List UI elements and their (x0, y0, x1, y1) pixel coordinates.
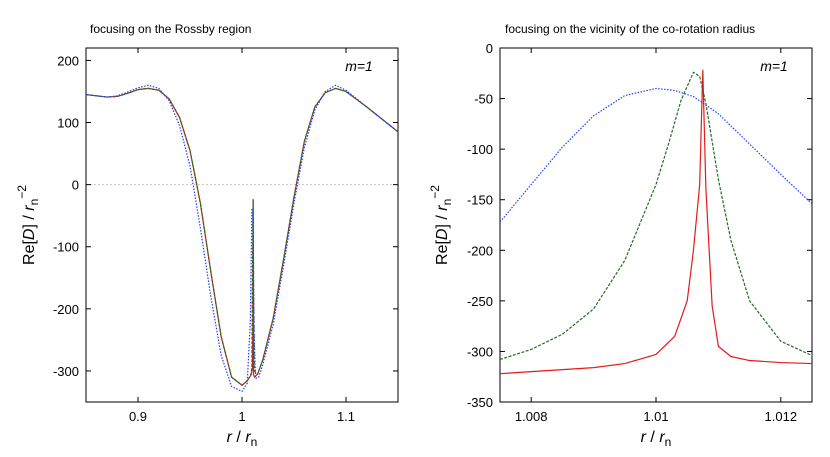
x-tick-label: 1.1 (337, 409, 355, 424)
series-line-2 (500, 71, 812, 361)
panel-2-y-axis-label: Re[D] / rn−2 (428, 185, 454, 265)
panel-2-annotation: m=1 (760, 58, 788, 74)
series-line-2 (86, 87, 398, 386)
y-tick-label: -150 (467, 193, 493, 208)
y-tick-label: -200 (467, 243, 493, 258)
y-tick-label: -50 (474, 92, 493, 107)
y-tick-label: -250 (467, 294, 493, 309)
panel-2-x-axis-label: r / rn (641, 429, 672, 449)
y-tick-label: -100 (467, 142, 493, 157)
panel-2-frame (499, 47, 813, 403)
y-tick-label: 0 (72, 178, 79, 193)
x-tick-label: 1 (238, 409, 245, 424)
panel-1-series-group (86, 84, 398, 393)
series-line-1 (500, 69, 812, 375)
y-tick-label: -300 (53, 364, 79, 379)
panel-1-y-axis-label: Re[D] / rn−2 (15, 185, 41, 265)
y-tick-label: 100 (57, 116, 79, 131)
y-tick-label: 200 (57, 53, 79, 68)
y-tick-label: 0 (486, 41, 493, 56)
panel-1-x-axis-label: r / rn (227, 429, 258, 449)
y-tick-label: -200 (53, 302, 79, 317)
panel-1-ticks: 200 100 0 -100 -200 -300 0.9 1 1.1 (53, 48, 398, 424)
series-line-3 (86, 84, 398, 393)
panel-1-frame (85, 47, 399, 403)
panel-1-title: focusing on the Rossby region (90, 22, 251, 36)
x-tick-label: 0.9 (129, 409, 147, 424)
panel-2-series-group (500, 69, 812, 375)
panel-corotation-region: focusing on the vicinity of the co-rotat… (428, 22, 813, 449)
x-tick-label: 1.01 (643, 409, 668, 424)
series-line-3 (500, 87, 812, 223)
y-tick-label: -350 (467, 395, 493, 410)
x-tick-label: 1.012 (765, 409, 798, 424)
panel-2-ticks: 0 -50 -100 -150 -200 -250 -300 -350 1.008 1.01 1.0… (467, 41, 812, 424)
x-tick-label: 1.008 (515, 409, 548, 424)
panel-1-annotation: m=1 (345, 58, 373, 74)
y-tick-label: -300 (467, 344, 493, 359)
panel-2-title: focusing on the vicinity of the co-rotat… (505, 22, 755, 36)
y-tick-label: -100 (53, 240, 79, 255)
series-line-1 (86, 87, 398, 386)
panel-rossby-region: focusing on the Rossby region 200 100 0 -10… (15, 22, 399, 449)
